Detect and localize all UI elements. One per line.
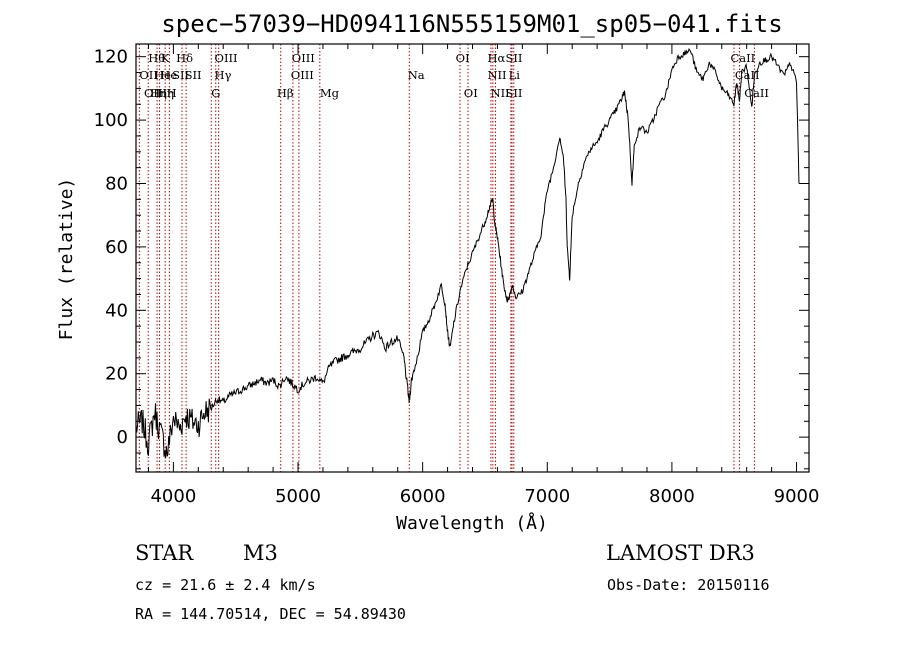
y-tick-label: 120 xyxy=(94,47,128,68)
spectral-line-label: Hθ xyxy=(148,51,165,65)
spectral-line-label: OII xyxy=(139,68,158,82)
y-axis-label: Flux (relative) xyxy=(56,178,77,341)
y-tick-label: 100 xyxy=(94,110,128,131)
spectral-line-label: Hβ xyxy=(277,86,294,100)
survey-name: LAMOST DR3 xyxy=(606,541,755,565)
spectral-line-markers xyxy=(138,44,755,472)
object-class: STAR xyxy=(135,541,194,565)
sky-coordinates: RA = 144.70514, DEC = 54.89430 xyxy=(135,605,406,623)
y-tick-label: 20 xyxy=(105,364,128,385)
x-tick-labels: 4000 5000 6000 7000 8000 9000 xyxy=(150,486,819,507)
spectral-line-label: OII xyxy=(144,86,163,100)
spectral-line-label: CaII xyxy=(744,86,769,100)
spectral-line-label: Hγ xyxy=(215,68,232,82)
x-tick-label: 5000 xyxy=(275,486,321,507)
x-tick-label: 8000 xyxy=(649,486,695,507)
chart-title: spec−57039−HD094116N555159M01_sp05−041.f… xyxy=(161,10,782,38)
y-tick-label: 80 xyxy=(105,173,128,194)
x-tick-label: 6000 xyxy=(400,486,446,507)
spectral-line-label: SII xyxy=(185,68,202,82)
spectral-line-label: K xyxy=(161,51,170,65)
spectral-line-label: Hδ xyxy=(176,51,193,65)
x-tick-label: 4000 xyxy=(150,486,196,507)
y-tick-label: 0 xyxy=(117,427,128,448)
x-tick-label: 9000 xyxy=(774,486,820,507)
x-tick-label: 7000 xyxy=(524,486,570,507)
spectrum-series-line xyxy=(135,47,800,459)
spectral-line-label: NII xyxy=(487,68,506,82)
spectral-line-label: OIII xyxy=(292,51,315,65)
spectral-line-label: SII xyxy=(506,51,523,65)
spectral-line-label: H xyxy=(167,86,177,100)
spectral-line-label: Hη xyxy=(157,86,174,100)
y-tick-label: 60 xyxy=(105,237,128,258)
spectral-line-labels: OII OII Hθ Hη He Hη He K H SII Hδ SII G OIII Hγ Hβ OIII O… xyxy=(139,51,769,100)
spectral-line-label: OIII xyxy=(291,68,314,82)
observation-date: Obs-Date: 20150116 xyxy=(607,576,770,594)
spectral-line-label: OI xyxy=(464,86,478,100)
spectral-line-label: SII xyxy=(506,86,523,100)
redshift-velocity: cz = 21.6 ± 2.4 km/s xyxy=(135,576,316,594)
spectral-line-label: OI xyxy=(456,51,470,65)
spectral-line-label: SII xyxy=(172,68,189,82)
spectral-line-label: Hα xyxy=(487,51,505,65)
spectral-line-label: He xyxy=(154,68,171,82)
y-tick-labels: 0 20 40 60 80 100 120 xyxy=(94,47,128,448)
spectral-line-label: He xyxy=(160,68,177,82)
spectral-line-label: Hη xyxy=(150,86,167,100)
spectral-line-label: Mg xyxy=(320,86,340,100)
y-tick-label: 40 xyxy=(105,300,128,321)
x-axis-label: Wavelength (Å) xyxy=(396,512,548,534)
plot-frame xyxy=(135,43,810,473)
spectral-line-label: Na xyxy=(408,68,425,82)
axis-ticks xyxy=(136,44,809,472)
spectral-line-label: NII xyxy=(491,86,510,100)
spectral-line-label: CaII xyxy=(730,51,755,65)
spectral-line-label: OIII xyxy=(215,51,238,65)
spectral-line-label: G xyxy=(211,86,220,100)
object-subclass: M3 xyxy=(243,541,278,565)
spectral-line-label: Li xyxy=(509,68,521,82)
